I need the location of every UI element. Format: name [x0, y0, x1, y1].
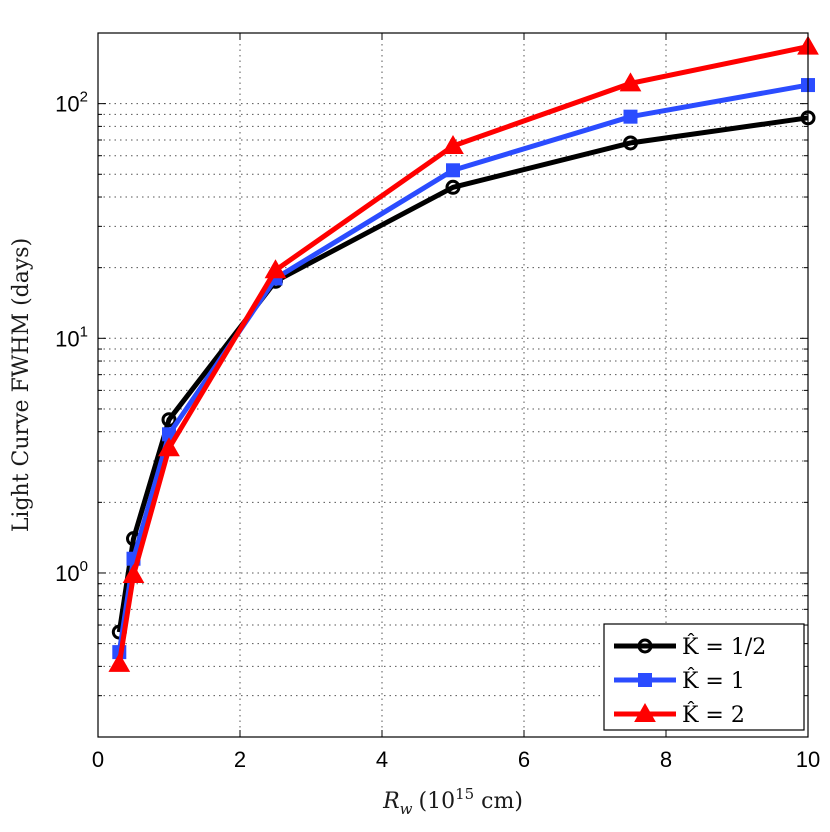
- data-point: [623, 135, 638, 151]
- x-axis-title-open: (10: [418, 789, 455, 814]
- x-axis-title-exp: 15: [455, 785, 474, 803]
- data-point: [161, 412, 177, 428]
- series-layer: [108, 35, 819, 672]
- data-point: [619, 72, 642, 92]
- y-tick-label: 102: [55, 89, 88, 117]
- grid: [98, 32, 808, 738]
- x-axis-title-close: cm): [474, 789, 523, 814]
- x-tick-label: 4: [376, 747, 388, 772]
- y-tick-label: 101: [55, 323, 88, 351]
- plot-frame: [97, 32, 809, 738]
- data-point: [623, 109, 638, 124]
- legend: K̂ = 1/2 K̂ = 1 K̂ = 2: [603, 623, 805, 731]
- legend-label: K̂ = 1: [682, 668, 745, 694]
- legend-entry-3: K̂ = 2: [614, 702, 745, 728]
- y-axis-title: Light Curve FWHM (days): [9, 238, 34, 532]
- x-tick-label: 8: [660, 747, 672, 772]
- x-tick-label: 6: [518, 747, 530, 772]
- data-point: [264, 259, 287, 279]
- data-point: [446, 163, 460, 178]
- x-axis-title: Rw (1015 cm): [382, 785, 523, 818]
- legend-marker: [637, 638, 653, 654]
- x-axis-title-var: R: [382, 789, 400, 814]
- legend-label: K̂ = 1/2: [682, 634, 766, 660]
- x-tick-label: 10: [796, 747, 820, 772]
- legend-marker: [638, 673, 652, 687]
- data-point: [158, 437, 180, 457]
- legend-entry-1: K̂ = 1/2: [614, 634, 766, 660]
- x-tick-label: 2: [234, 747, 246, 772]
- x-tick-label: 0: [92, 747, 104, 772]
- y-axis-title-text: Light Curve FWHM (days): [9, 238, 34, 532]
- legend-entry-2: K̂ = 1: [614, 668, 745, 694]
- legend-label: K̂ = 2: [682, 702, 745, 728]
- legend-marker: [634, 702, 656, 722]
- x-axis-title-sub: w: [400, 800, 413, 818]
- y-tick-label: 100: [55, 558, 88, 586]
- ticks: 0 2 4 6 8 10 100 101 102: [55, 32, 820, 772]
- data-point: [442, 134, 464, 154]
- data-point: [445, 179, 461, 195]
- data-point: [108, 652, 131, 672]
- series-3: [108, 35, 819, 672]
- data-point: [122, 564, 145, 584]
